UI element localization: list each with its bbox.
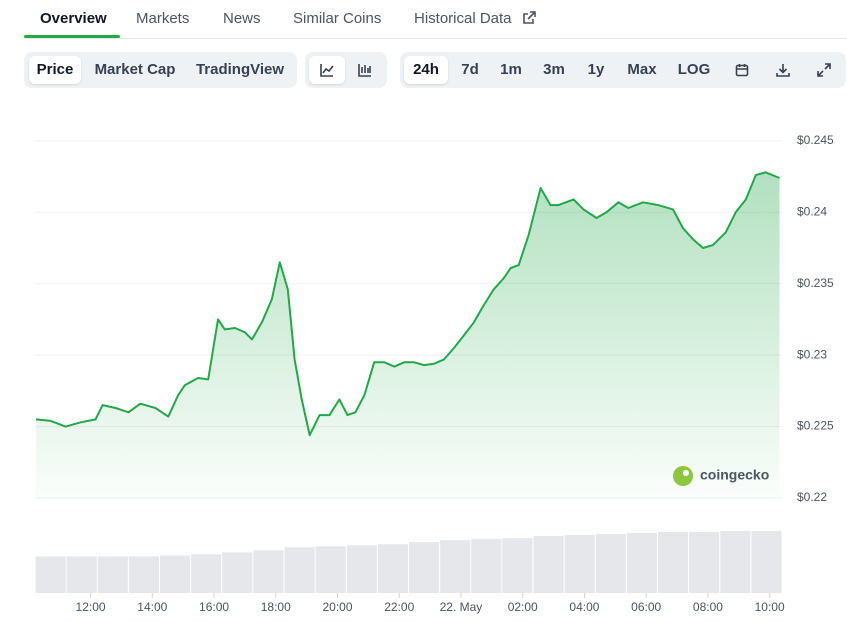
button[interactable]: TradingView: [195, 61, 285, 78]
fullscreen-button[interactable]: [808, 56, 840, 84]
candle-chart-button[interactable]: [347, 56, 383, 84]
volume-bar: [346, 545, 377, 593]
volume-bar: [253, 550, 284, 593]
volume-bar: [160, 555, 191, 593]
tab[interactable]: News: [223, 10, 261, 27]
button[interactable]: 1y: [587, 61, 605, 78]
button[interactable]: 1m: [500, 61, 522, 78]
y-tick-label: $0.225: [797, 419, 834, 433]
volume-bar: [315, 546, 346, 593]
volume-bar: [66, 556, 97, 593]
price-area: [35, 172, 780, 499]
volume-bar: [128, 556, 159, 593]
x-tick-label: 16:00: [199, 600, 229, 614]
volume-bar: [440, 540, 471, 593]
volume-bar: [658, 532, 689, 593]
tab[interactable]: Overview: [40, 10, 107, 27]
button[interactable]: Price: [29, 56, 81, 84]
button[interactable]: LOG: [677, 61, 711, 78]
volume-bar: [564, 535, 595, 593]
volume-bar: [595, 534, 626, 593]
button[interactable]: 24h: [404, 56, 448, 84]
calendar-button[interactable]: [726, 56, 758, 84]
chart-style-group: [305, 52, 387, 88]
volume-bar: [626, 533, 657, 593]
external-link-icon: [523, 11, 536, 24]
range-group: 24h 7d 1m 3m 1y Max LOG: [400, 52, 846, 88]
volume-bar: [751, 531, 782, 593]
volume-bar: [35, 556, 66, 593]
volume-bar: [471, 539, 502, 593]
volume-bar: [720, 531, 751, 593]
watermark-text: coingecko: [700, 467, 769, 483]
line-chart-button[interactable]: [309, 56, 345, 84]
x-tick-label: 06:00: [631, 600, 661, 614]
x-tick-label: 14:00: [137, 600, 167, 614]
x-tick-label: 10:00: [755, 600, 785, 614]
tab[interactable]: Similar Coins: [293, 10, 382, 27]
x-tick-label: 08:00: [693, 600, 723, 614]
x-tick-label: 04:00: [569, 600, 599, 614]
volume-bar: [284, 547, 315, 593]
x-tick-label: 22. May: [440, 600, 483, 614]
volume-bar: [533, 536, 564, 593]
tab-underline: [24, 35, 120, 38]
button[interactable]: Max: [627, 61, 657, 78]
button[interactable]: 3m: [543, 61, 565, 78]
y-tick-label: $0.24: [797, 204, 827, 218]
volume-bar: [377, 544, 408, 593]
volume-bar: [191, 554, 222, 593]
tab[interactable]: Markets: [136, 10, 190, 27]
chart-type-group: Price Market Cap TradingView: [24, 52, 297, 88]
x-tick-label: 20:00: [322, 600, 352, 614]
watermark: coingecko: [673, 466, 769, 486]
x-tick-label: 22:00: [384, 600, 414, 614]
x-tick-label: 12:00: [76, 600, 106, 614]
volume-bar: [409, 542, 440, 593]
x-tick-label: 02:00: [508, 600, 538, 614]
y-tick-label: $0.235: [797, 276, 834, 290]
download-button[interactable]: [767, 56, 799, 84]
volume-bar: [222, 552, 253, 593]
price-line: [35, 171, 780, 437]
y-tick-label: $0.23: [797, 347, 827, 361]
button[interactable]: Market Cap: [94, 61, 176, 78]
tab[interactable]: Historical Data: [414, 10, 512, 27]
x-tick-label: 18:00: [261, 600, 291, 614]
y-tick-label: $0.245: [797, 133, 834, 147]
y-tick-label: $0.22: [797, 490, 827, 504]
button[interactable]: 7d: [461, 61, 479, 78]
volume-bar: [689, 532, 720, 593]
volume-bar: [502, 538, 533, 593]
tab-bar: Overview Markets News Similar Coins Hist…: [24, 0, 847, 39]
volume-bar: [97, 556, 128, 593]
